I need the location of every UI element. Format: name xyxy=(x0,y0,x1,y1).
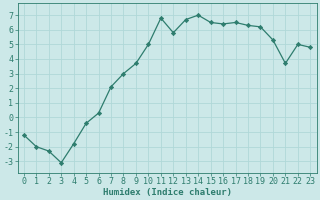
X-axis label: Humidex (Indice chaleur): Humidex (Indice chaleur) xyxy=(103,188,232,197)
